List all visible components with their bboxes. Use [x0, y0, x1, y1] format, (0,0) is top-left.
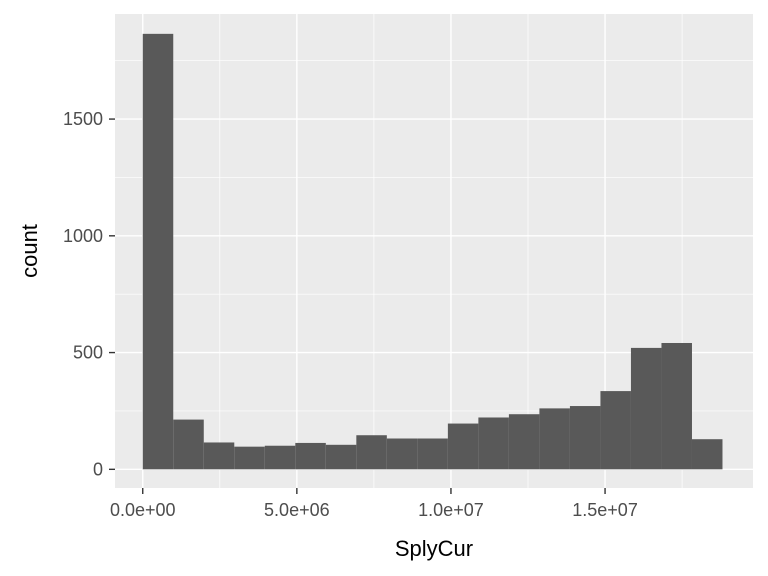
histogram-bar-19	[691, 439, 723, 470]
histogram-bar-17	[630, 347, 662, 470]
y-axis-title: count	[17, 224, 42, 278]
histogram-bar-10	[417, 438, 448, 470]
histogram-bar-4	[234, 446, 265, 470]
minor-grid-x	[219, 14, 683, 488]
histogram-bar-12	[478, 417, 509, 470]
histogram-bars	[142, 33, 723, 470]
x-axis-title: SplyCur	[395, 536, 473, 561]
histogram-bar-11	[447, 423, 479, 470]
histogram-bar-16	[600, 391, 631, 470]
y-tick-label: 1000	[63, 226, 103, 246]
histogram-bar-14	[539, 408, 570, 470]
histogram-bar-5	[264, 445, 296, 470]
histogram-bar-1	[142, 33, 174, 470]
histogram-bar-13	[508, 414, 540, 470]
y-tick-label: 500	[73, 343, 103, 363]
histogram-bar-8	[356, 435, 387, 470]
y-tick-label: 1500	[63, 109, 103, 129]
histogram-bar-2	[173, 419, 204, 470]
x-tick-label: 1.0e+07	[418, 500, 484, 520]
x-tick-label: 1.5e+07	[572, 500, 638, 520]
histogram-bar-7	[325, 444, 357, 470]
y-axis: 0 500 1000 1500	[63, 109, 115, 479]
y-tick-label: 0	[93, 459, 103, 479]
x-axis: 0.0e+00 5.0e+06 1.0e+07 1.5e+07	[110, 488, 638, 520]
histogram-bar-15	[569, 406, 601, 470]
histogram-bar-9	[386, 438, 418, 470]
x-tick-label: 5.0e+06	[264, 500, 330, 520]
histogram-bar-3	[203, 442, 235, 470]
histogram-bar-6	[295, 442, 326, 470]
histogram-bar-18	[661, 342, 692, 470]
x-tick-label: 0.0e+00	[110, 500, 176, 520]
